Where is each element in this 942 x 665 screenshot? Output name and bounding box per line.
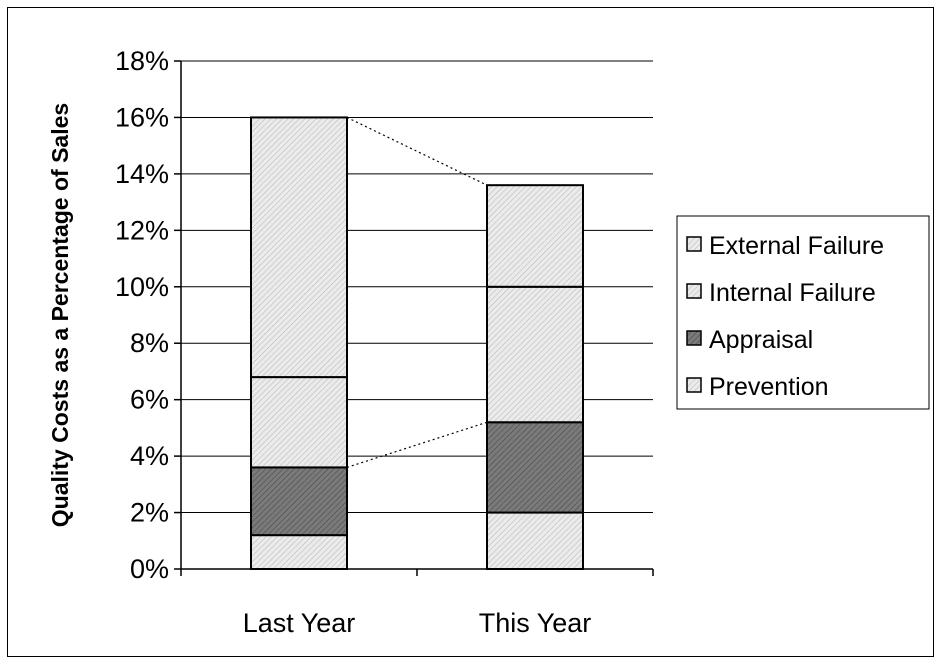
y-tick-label: 0%: [130, 554, 169, 584]
legend: External Failure Internal Failure Appraisa…: [676, 215, 930, 410]
bars: [250, 116, 584, 571]
y-tick-label: 14%: [115, 159, 169, 189]
bar-segment-external-failure: [250, 116, 348, 379]
bar-segment-appraisal: [250, 466, 348, 537]
y-tick-label: 4%: [130, 441, 169, 471]
y-tick-label: 12%: [115, 215, 169, 245]
axes: [174, 60, 654, 576]
series-connector-line: [346, 421, 488, 468]
bar-segment-internal-failure: [486, 285, 584, 424]
legend-label: Prevention: [709, 373, 829, 401]
chart-frame: 0% 2% 4% 6% 8% 10% 12% 14% 16% 18% Last Year This …: [7, 7, 934, 657]
x-tick-labels: Last Year This Year: [243, 608, 592, 638]
y-axis-title: Quality Costs as a Percentage of Sales: [47, 103, 73, 527]
y-tick-label: 2%: [130, 498, 169, 528]
series-connectors: [346, 116, 488, 468]
legend-swatch: [686, 236, 702, 252]
legend-label: Internal Failure: [709, 279, 876, 307]
legend-swatch: [686, 377, 702, 393]
legend-label: Appraisal: [709, 326, 813, 354]
legend-label: External Failure: [709, 232, 884, 260]
bar-segment-internal-failure: [250, 376, 348, 469]
legend-swatch: [686, 283, 702, 299]
y-tick-label: 16%: [115, 102, 169, 132]
x-tick-label: Last Year: [243, 608, 356, 638]
bar-segment-external-failure: [486, 184, 584, 288]
bar-segment-prevention: [250, 534, 348, 571]
y-tick-label: 10%: [115, 272, 169, 302]
x-tick-label: This Year: [479, 608, 592, 638]
legend-swatch: [686, 330, 702, 346]
series-connector-line: [346, 116, 488, 186]
y-tick-label: 8%: [130, 328, 169, 358]
stacked-bar-chart: 0% 2% 4% 6% 8% 10% 12% 14% 16% 18% Last Year This …: [47, 46, 930, 638]
y-tick-label: 18%: [115, 46, 169, 76]
y-tick-label: 6%: [130, 385, 169, 415]
legend-box: [676, 215, 930, 410]
bar-segment-appraisal: [486, 421, 584, 514]
bar-segment-prevention: [486, 511, 584, 570]
y-tick-labels: 0% 2% 4% 6% 8% 10% 12% 14% 16% 18%: [115, 46, 169, 584]
